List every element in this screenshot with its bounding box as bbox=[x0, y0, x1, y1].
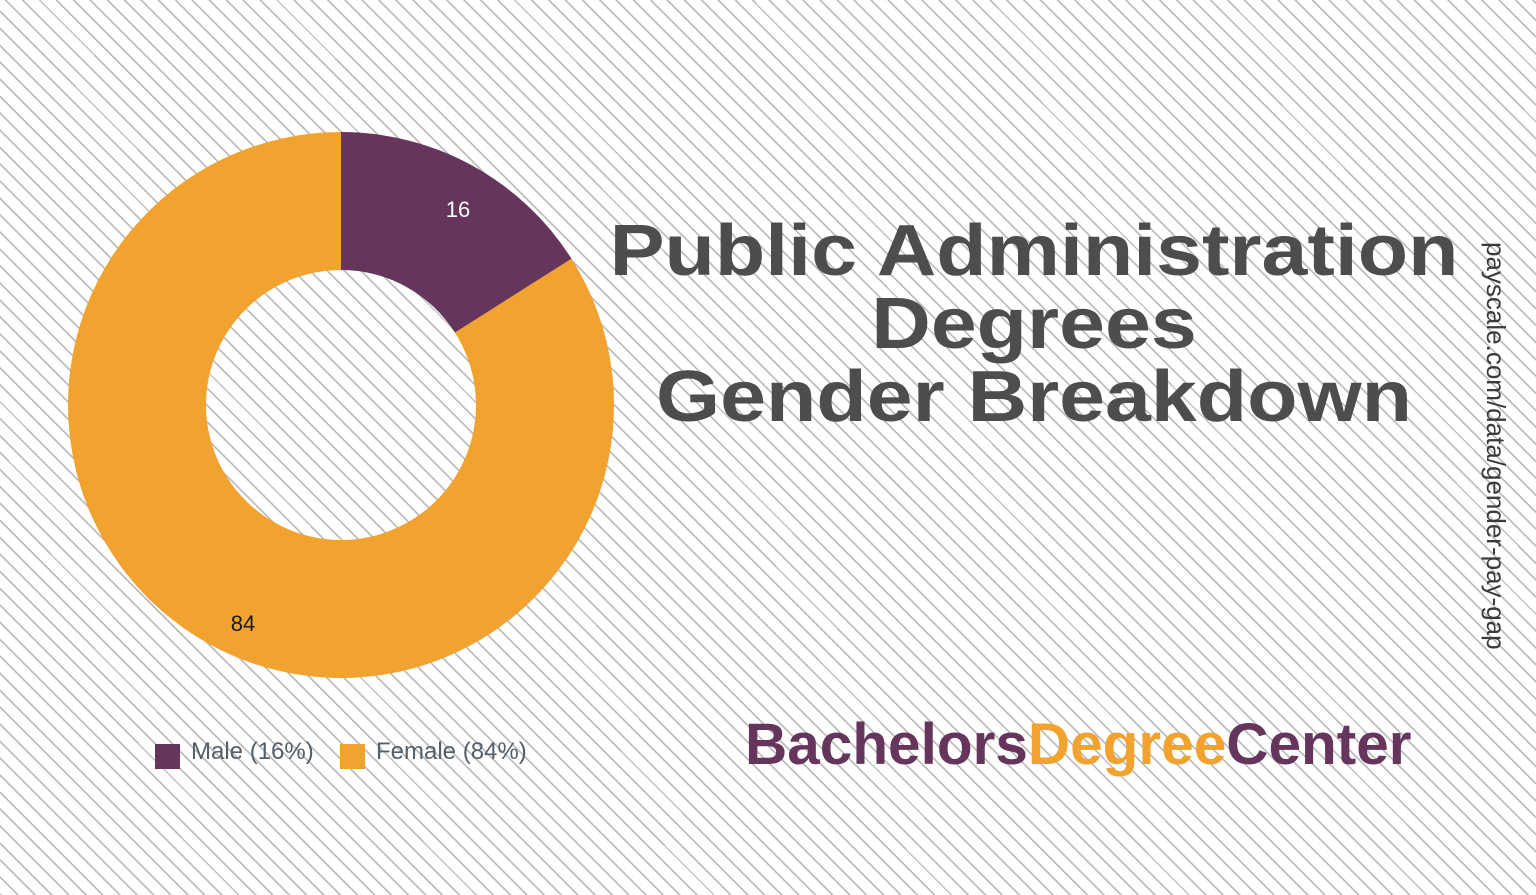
svg-text:84: 84 bbox=[231, 611, 255, 636]
svg-text:16: 16 bbox=[446, 197, 470, 222]
